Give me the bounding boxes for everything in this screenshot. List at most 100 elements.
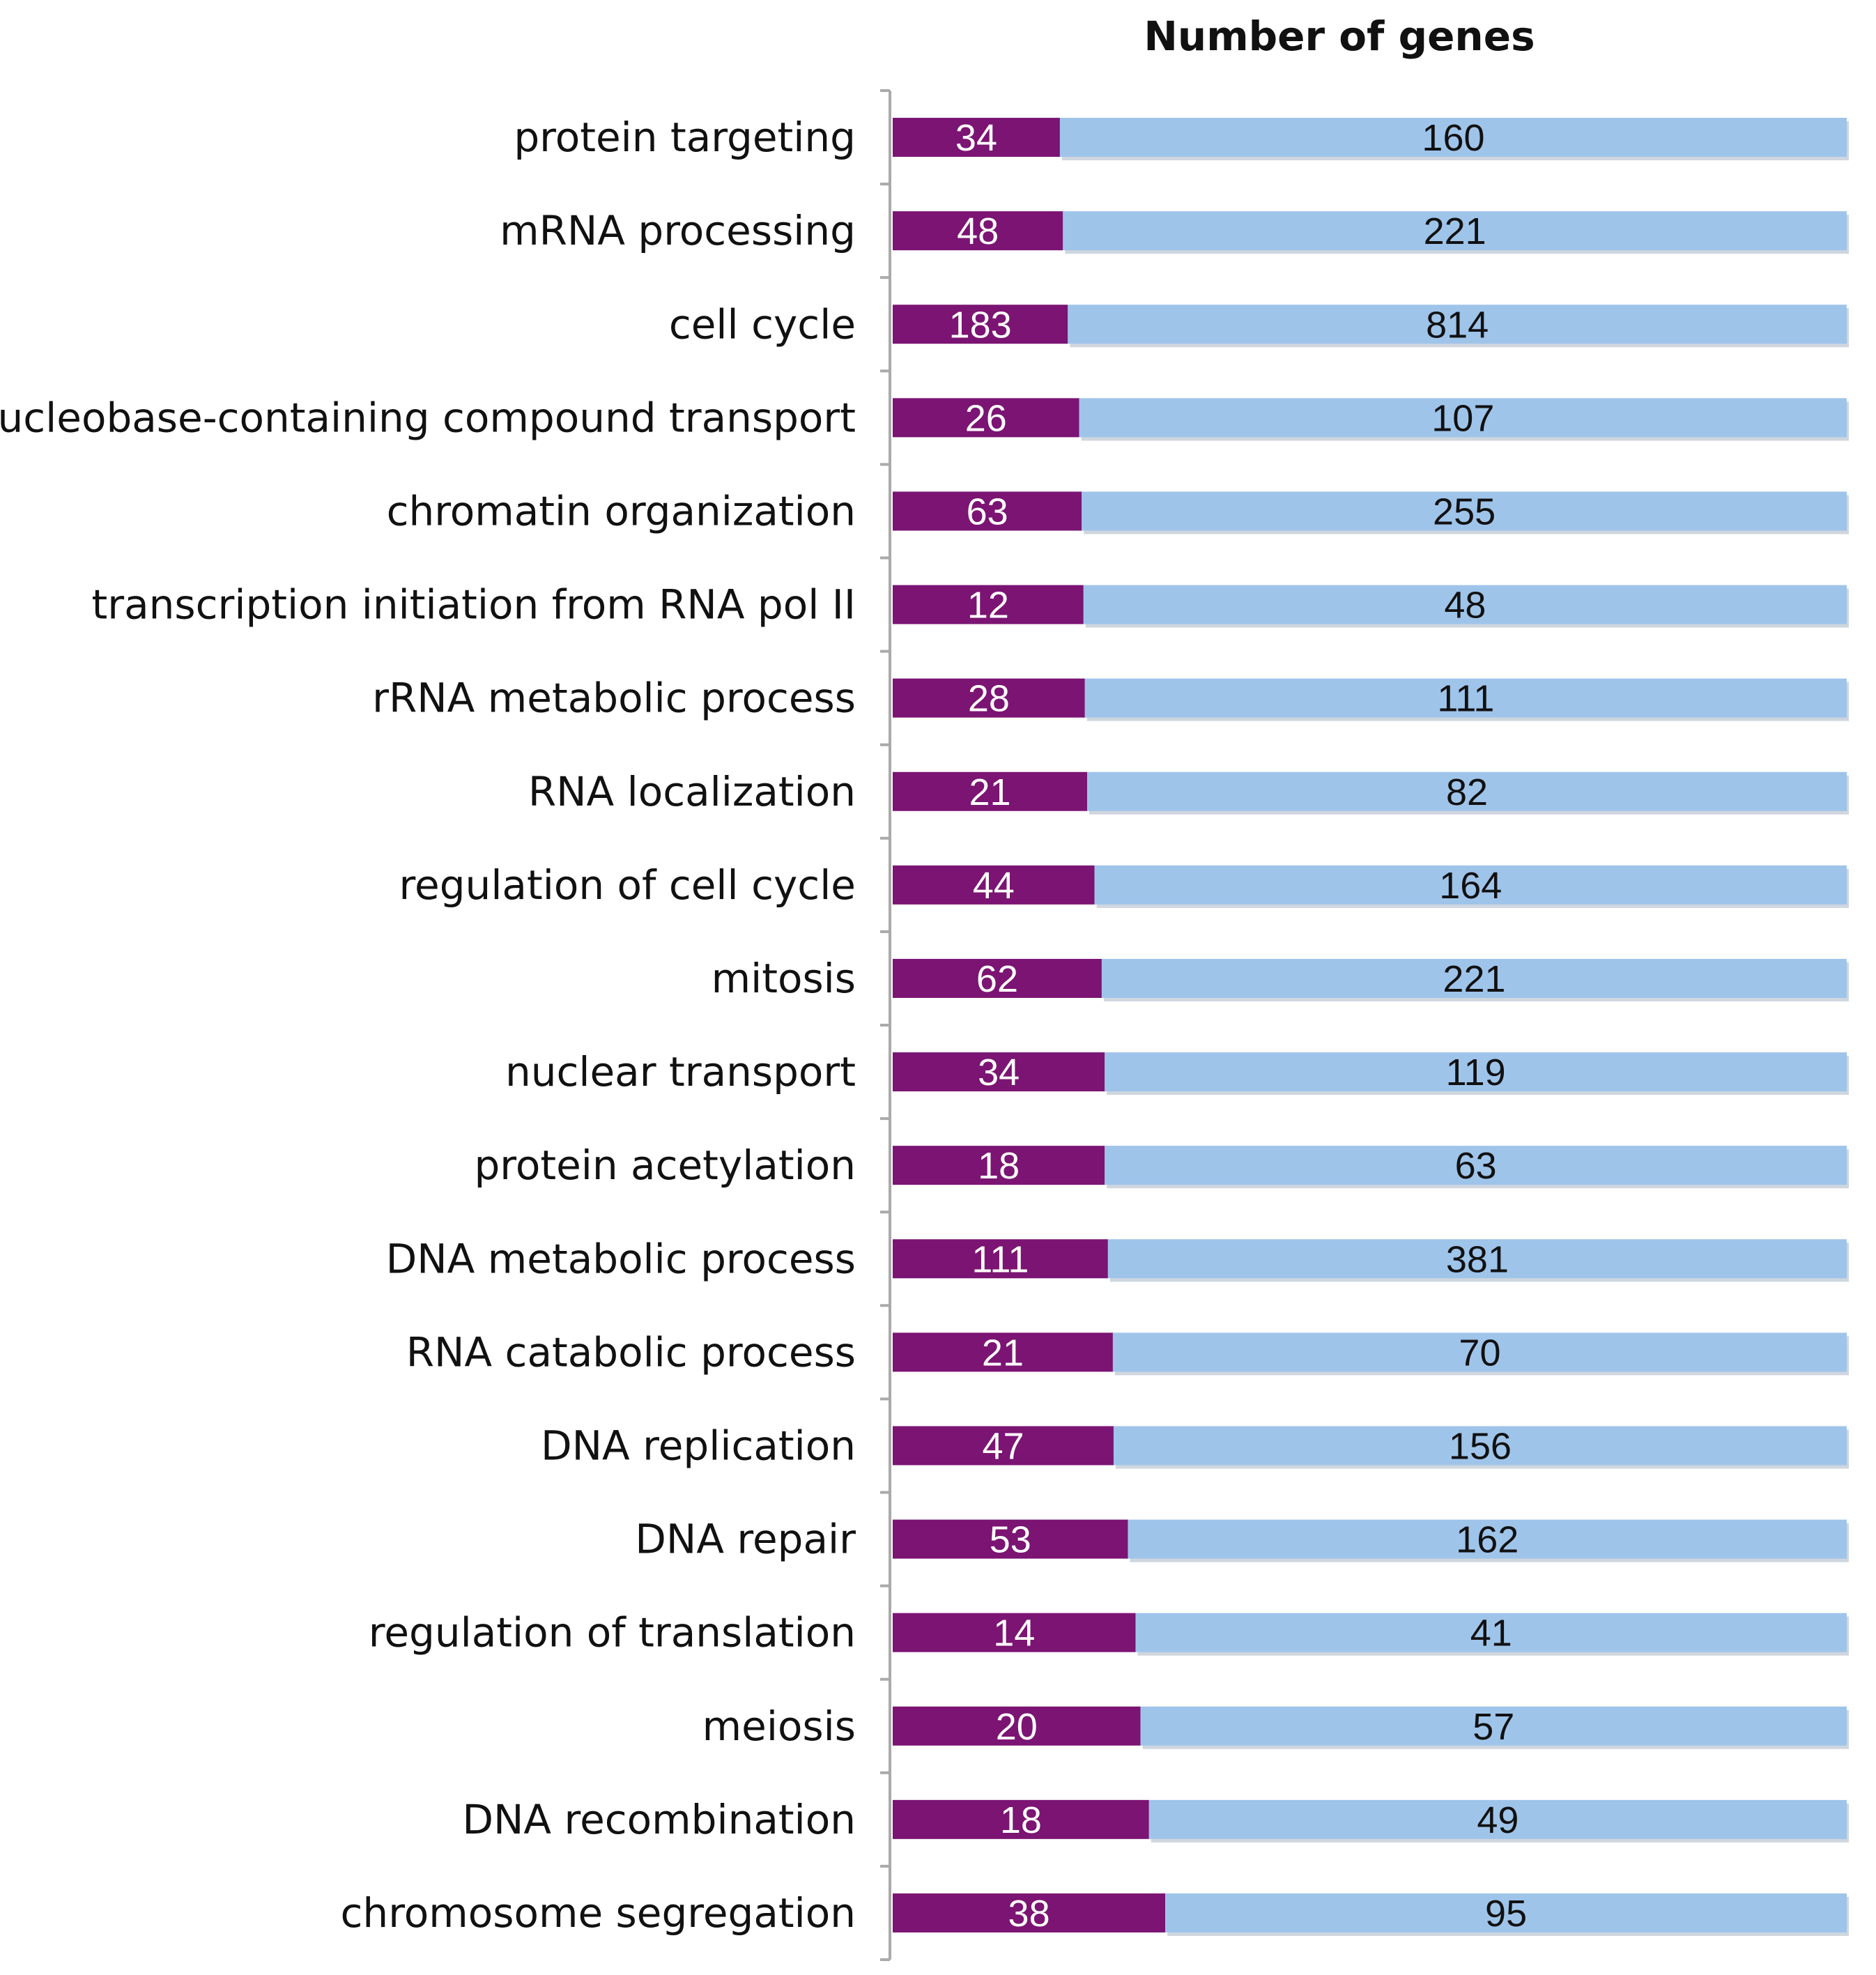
category-label: RNA catabolic process: [406, 1328, 856, 1376]
bar-segment-2: [1105, 1146, 1847, 1185]
category-label: protein acetylation: [474, 1142, 856, 1189]
data-label-segment-1: 63: [967, 491, 1008, 532]
bar-segment-2: [1087, 771, 1847, 811]
data-label-segment-2: 162: [1456, 1519, 1519, 1561]
bar-segment-2: [1128, 1519, 1847, 1559]
category-label: chromosome segregation: [341, 1889, 856, 1937]
data-label-segment-2: 41: [1470, 1613, 1512, 1654]
data-label-segment-2: 70: [1459, 1332, 1500, 1374]
category-label: regulation of cell cycle: [399, 861, 856, 909]
data-label-segment-2: 57: [1473, 1706, 1514, 1748]
data-label-segment-1: 62: [976, 958, 1018, 1000]
bar-segment-1: [893, 211, 1063, 251]
bar-segment-2: [1068, 305, 1847, 344]
data-label-segment-1: 18: [1000, 1799, 1042, 1841]
bar-segment-1: [893, 1052, 1105, 1092]
bar-segment-2: [1140, 1706, 1847, 1746]
bar-segment-1: [893, 305, 1068, 344]
data-label-segment-1: 111: [971, 1238, 1029, 1280]
data-label-segment-1: 21: [969, 771, 1011, 813]
data-label-segment-1: 44: [973, 865, 1015, 907]
category-label: nucleobase-containing compound transport: [0, 394, 856, 441]
data-label-segment-1: 48: [957, 210, 999, 252]
category-label: regulation of translation: [369, 1609, 856, 1657]
data-label-segment-1: 12: [967, 585, 1009, 627]
data-label-segment-1: 53: [990, 1519, 1031, 1561]
category-label: cell cycle: [669, 300, 856, 348]
data-label-segment-2: 95: [1485, 1893, 1527, 1935]
data-label-segment-2: 255: [1433, 491, 1496, 532]
category-label: DNA recombination: [462, 1796, 856, 1843]
data-label-segment-2: 119: [1446, 1052, 1506, 1093]
data-label-segment-1: 14: [993, 1613, 1035, 1654]
bar-segment-2: [1084, 678, 1847, 718]
bar-segment-2: [1094, 865, 1847, 905]
data-label-segment-1: 18: [978, 1145, 1020, 1187]
bar-segment-1: [893, 678, 1085, 718]
bar-segment-1: [893, 1799, 1149, 1839]
bar-segment-1: [893, 398, 1079, 438]
bar-segment-2: [1063, 211, 1847, 251]
category-label: meiosis: [702, 1703, 856, 1750]
category-label: DNA replication: [541, 1422, 856, 1469]
category-label: chromatin organization: [387, 487, 856, 535]
bar-segment-2: [1082, 491, 1847, 531]
bars: 34 160 48 221 18 3 8 14 26 107 63 255 12 48 28 111 21 82 4…: [893, 117, 1849, 1936]
data-label-segment-2: 221: [1443, 958, 1505, 1000]
bar-segment-2: [1113, 1426, 1847, 1466]
bar-segment-1: [893, 958, 1102, 998]
data-label-segment-2: 221: [1424, 210, 1486, 252]
bar-segment-2: [1079, 398, 1847, 438]
bar-segment-1: [893, 1893, 1166, 1932]
data-label-segment-1: 47: [982, 1425, 1024, 1467]
bar-segment-2: [1059, 118, 1847, 157]
data-label-segment-2: 111: [1437, 678, 1494, 720]
data-label-segment-2: 164: [1439, 865, 1502, 907]
category-label: mRNA processing: [500, 207, 856, 254]
data-label-segment-2: 48: [1444, 585, 1486, 627]
bar-segment-2: [1135, 1613, 1847, 1652]
data-label-segment-1: 38: [1008, 1893, 1050, 1935]
data-label-segment-2: 49: [1477, 1799, 1519, 1841]
bar-segment-1: [893, 1706, 1141, 1746]
data-label-segment-1: 34: [978, 1052, 1020, 1093]
data-label-segment-2: 160: [1422, 117, 1484, 159]
bar-segment-1: [893, 771, 1088, 811]
category-label: DNA repair: [635, 1516, 856, 1563]
bar-segment-2: [1148, 1799, 1847, 1839]
data-label-segment-1: 183: [949, 304, 1012, 346]
data-label-segment-2: 63: [1455, 1145, 1497, 1187]
data-label-segment-2: 82: [1446, 771, 1488, 813]
data-label-segment-1: 20: [996, 1706, 1038, 1748]
bar-segment-2: [1101, 958, 1847, 998]
bar-segment-2: [1165, 1893, 1847, 1932]
data-label-segment-2: 107: [1431, 397, 1494, 439]
category-label: RNA localization: [528, 768, 856, 815]
category-label: DNA metabolic process: [386, 1235, 856, 1282]
bar-segment-1: [893, 1146, 1105, 1185]
bar-segment-1: [893, 1239, 1108, 1279]
category-label: nuclear transport: [505, 1048, 856, 1096]
category-label: transcription initiation from RNA pol II: [91, 581, 856, 629]
bar-segment-1: [893, 1613, 1136, 1652]
bar-segment-1: [893, 1519, 1128, 1559]
bar-segment-2: [1107, 1239, 1847, 1279]
bar-segment-1: [893, 585, 1084, 624]
data-label-segment-1: 34: [955, 117, 997, 159]
data-label-segment-1: 21: [982, 1332, 1024, 1374]
bar-segment-1: [893, 1332, 1113, 1372]
category-labels: protein targeting mRNA processing cell cyc…: [0, 114, 856, 1937]
data-label-segment-1: 28: [968, 678, 1010, 720]
bar-segment-1: [893, 1426, 1114, 1466]
chart-title: Number of genes: [1144, 13, 1535, 60]
data-label-segment-2: 381: [1446, 1238, 1509, 1280]
category-label: rRNA metabolic process: [372, 675, 856, 722]
bar-segment-1: [893, 491, 1082, 531]
category-label: protein targeting: [514, 114, 856, 161]
bar-segment-2: [1112, 1332, 1847, 1372]
data-label-segment-1: 26: [965, 397, 1007, 439]
category-axis-ticks: [880, 89, 890, 1961]
data-label-segment-2: 156: [1449, 1425, 1512, 1467]
bar-segment-2: [1105, 1052, 1847, 1092]
